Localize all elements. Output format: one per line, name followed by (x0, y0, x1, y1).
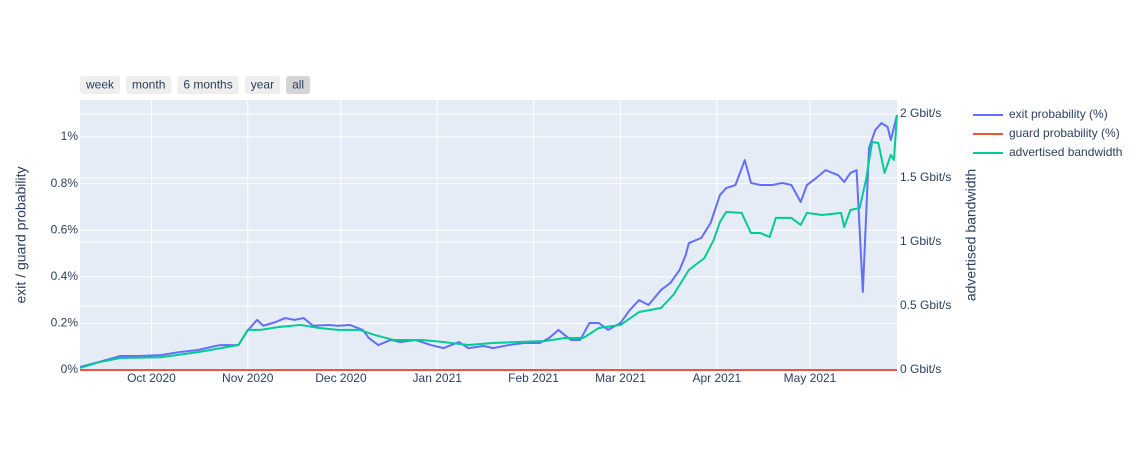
button-bg (244, 76, 281, 94)
x-tick-label: May 2021 (784, 371, 837, 385)
legend-label: guard probability (%) (1009, 126, 1120, 140)
y-tick-label: 0.4% (51, 269, 79, 283)
range-button[interactable]: week (80, 76, 121, 94)
x-tick-label: Feb 2021 (508, 371, 559, 385)
legend-label: exit probability (%) (1009, 107, 1108, 121)
series-line (79, 114, 898, 369)
legend-label: advertised bandwidth (1009, 145, 1122, 159)
y-tick-label: 0.8% (51, 176, 79, 190)
x-tick-label: Dec 2020 (315, 371, 367, 385)
y-tick-label: 0.2% (51, 316, 79, 330)
range-button[interactable]: month (126, 76, 172, 94)
button-bg (177, 76, 239, 94)
x-tick-label: Nov 2020 (222, 371, 274, 385)
range-button[interactable]: year (244, 76, 281, 94)
y2-tick-label: 0.5 Gbit/s (900, 298, 951, 312)
x-tick-label: Oct 2020 (127, 371, 176, 385)
button-bg (80, 76, 121, 94)
range-button[interactable]: all (286, 76, 311, 94)
y-tick-label: 0.6% (51, 222, 79, 236)
legend-item: guard probability (%) (973, 126, 1120, 140)
y2-tick-label: 2 Gbit/s (900, 106, 941, 120)
y2-tick-label: 1 Gbit/s (900, 234, 941, 248)
button-label: year (251, 78, 274, 92)
y2-tick-label: 1.5 Gbit/s (900, 170, 951, 184)
plot-area (80, 100, 897, 370)
button-label: 6 months (183, 78, 232, 92)
y-tick-label: 1% (61, 129, 79, 143)
y-axis-title: exit / guard probability (13, 167, 29, 304)
range-button[interactable]: 6 months (177, 76, 239, 94)
series-line (79, 114, 898, 368)
x-tick-label: Jan 2021 (413, 371, 463, 385)
y2-tick-label: 0 Gbit/s (900, 362, 941, 376)
button-label: month (132, 78, 165, 92)
button-bg (126, 76, 172, 94)
y-tick-label: 0% (61, 362, 79, 376)
x-tick-label: Apr 2021 (692, 371, 741, 385)
button-label: week (85, 78, 115, 92)
x-tick-label: Mar 2021 (595, 371, 646, 385)
y2-axis-title: advertised bandwidth (963, 169, 979, 301)
button-label: all (292, 78, 304, 92)
button-bg (286, 76, 311, 94)
legend-item: advertised bandwidth (973, 145, 1122, 159)
legend-item: exit probability (%) (973, 107, 1108, 121)
